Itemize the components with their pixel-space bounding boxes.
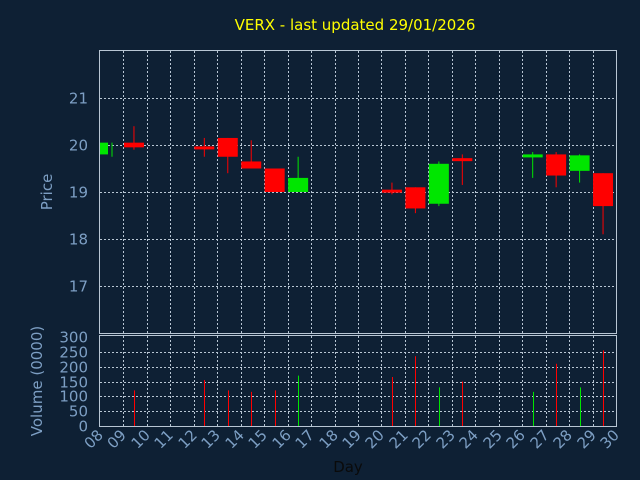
candle-body (217, 137, 238, 157)
candle-body (593, 173, 614, 207)
candle-body (123, 142, 144, 148)
candle-body (241, 161, 262, 169)
volume-tick-label: 150 (59, 374, 88, 392)
candle-body (546, 154, 567, 176)
price-axis-label: Price (38, 174, 56, 211)
candle-body (194, 146, 215, 150)
candles (100, 126, 614, 235)
volume-axis-label: Volume (0000) (28, 326, 46, 436)
price-tick-label: 21 (69, 90, 88, 108)
price-y-axis: 17 18 19 20 21 (69, 90, 88, 296)
volume-tick-label: 300 (59, 329, 88, 347)
volume-panel-frame (99, 335, 617, 427)
candle-body (100, 142, 108, 155)
price-tick-label: 18 (69, 231, 88, 249)
price-panel-frame (99, 50, 617, 334)
volume-grid (100, 336, 616, 426)
x-axis-label: Day (333, 458, 363, 476)
chart-title: VERX - last updated 29/01/2026 (235, 16, 476, 34)
candle-body (569, 155, 590, 171)
candle-body (405, 187, 426, 209)
price-tick-label: 19 (69, 184, 88, 202)
volume-bars (134, 350, 604, 426)
candle-body (522, 154, 543, 158)
volume-tick-label: 200 (59, 359, 88, 377)
candle-body (288, 177, 309, 192)
volume-tick-label: 0 (78, 418, 88, 436)
volume-tick-label: 100 (59, 388, 88, 406)
candle-body (381, 189, 402, 193)
volume-tick-label: 250 (59, 344, 88, 362)
candle-body (428, 163, 449, 204)
price-tick-label: 17 (69, 278, 88, 296)
price-tick-label: 20 (69, 137, 88, 155)
x-axis: 0809101112131415161718192021222324252627… (81, 426, 623, 452)
candle-body (452, 158, 473, 162)
candle-body (264, 168, 285, 192)
volume-tick-label: 50 (69, 403, 88, 421)
